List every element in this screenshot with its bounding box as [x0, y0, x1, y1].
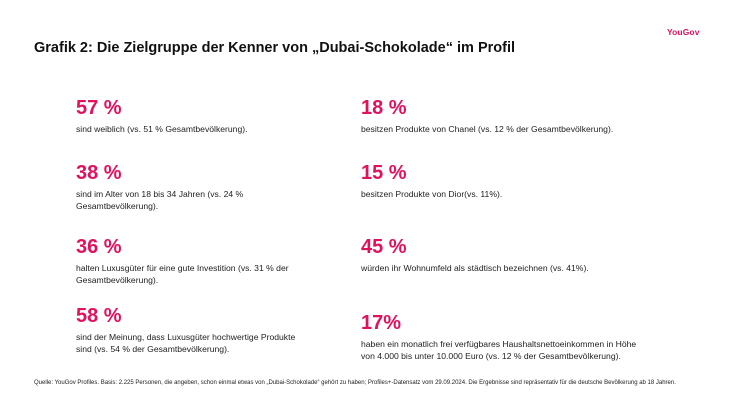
stat-block-income: 17% haben ein monatlich frei verfügbares…: [361, 313, 651, 362]
stat-description: sind im Alter von 18 bis 34 Jahren (vs. …: [76, 189, 244, 211]
stat-block-luxury-investment: 36 % halten Luxusgüter für eine gute Inv…: [76, 237, 291, 286]
stat-block-female: 57 % sind weiblich (vs. 51 % Gesamtbevöl…: [76, 98, 276, 136]
stat-description: besitzen Produkte von Dior(vs. 11%).: [361, 189, 503, 199]
stat-block-luxury-quality: 58 % sind der Meinung, dass Luxusgüter h…: [76, 306, 311, 355]
page-title: Grafik 2: Die Zielgruppe der Kenner von …: [34, 40, 516, 56]
stat-percentage: 15 %: [361, 162, 407, 184]
stat-description: würden ihr Wohnumfeld als städtisch beze…: [361, 263, 589, 273]
yougov-logo: YouGov: [667, 27, 700, 37]
source-note: Quelle: YouGov Profiles. Basis: 2.225 Pe…: [34, 380, 676, 386]
stat-block-urban: 45 % würden ihr Wohnumfeld als städtisch…: [361, 237, 651, 275]
stat-percentage: 57 %: [76, 97, 122, 119]
stat-description: sind weiblich (vs. 51 % Gesamtbevölkerun…: [76, 124, 248, 134]
stat-block-dior: 15 % besitzen Produkte von Dior(vs. 11%)…: [361, 163, 651, 201]
stat-block-chanel: 18 % besitzen Produkte von Chanel (vs. 1…: [361, 98, 651, 136]
stat-percentage: 17%: [361, 312, 402, 334]
stat-description: halten Luxusgüter für eine gute Investit…: [76, 263, 289, 285]
stat-description: sind der Meinung, dass Luxusgüter hochwe…: [76, 332, 296, 354]
stat-block-age: 38 % sind im Alter von 18 bis 34 Jahren …: [76, 163, 291, 212]
stat-percentage: 36 %: [76, 236, 122, 258]
stat-percentage: 58 %: [76, 305, 122, 327]
stat-percentage: 45 %: [361, 236, 407, 258]
stat-percentage: 18 %: [361, 97, 407, 119]
stat-description: besitzen Produkte von Chanel (vs. 12 % d…: [361, 124, 614, 134]
stat-percentage: 38 %: [76, 162, 122, 184]
stat-description: haben ein monatlich frei verfügbares Hau…: [361, 339, 637, 361]
